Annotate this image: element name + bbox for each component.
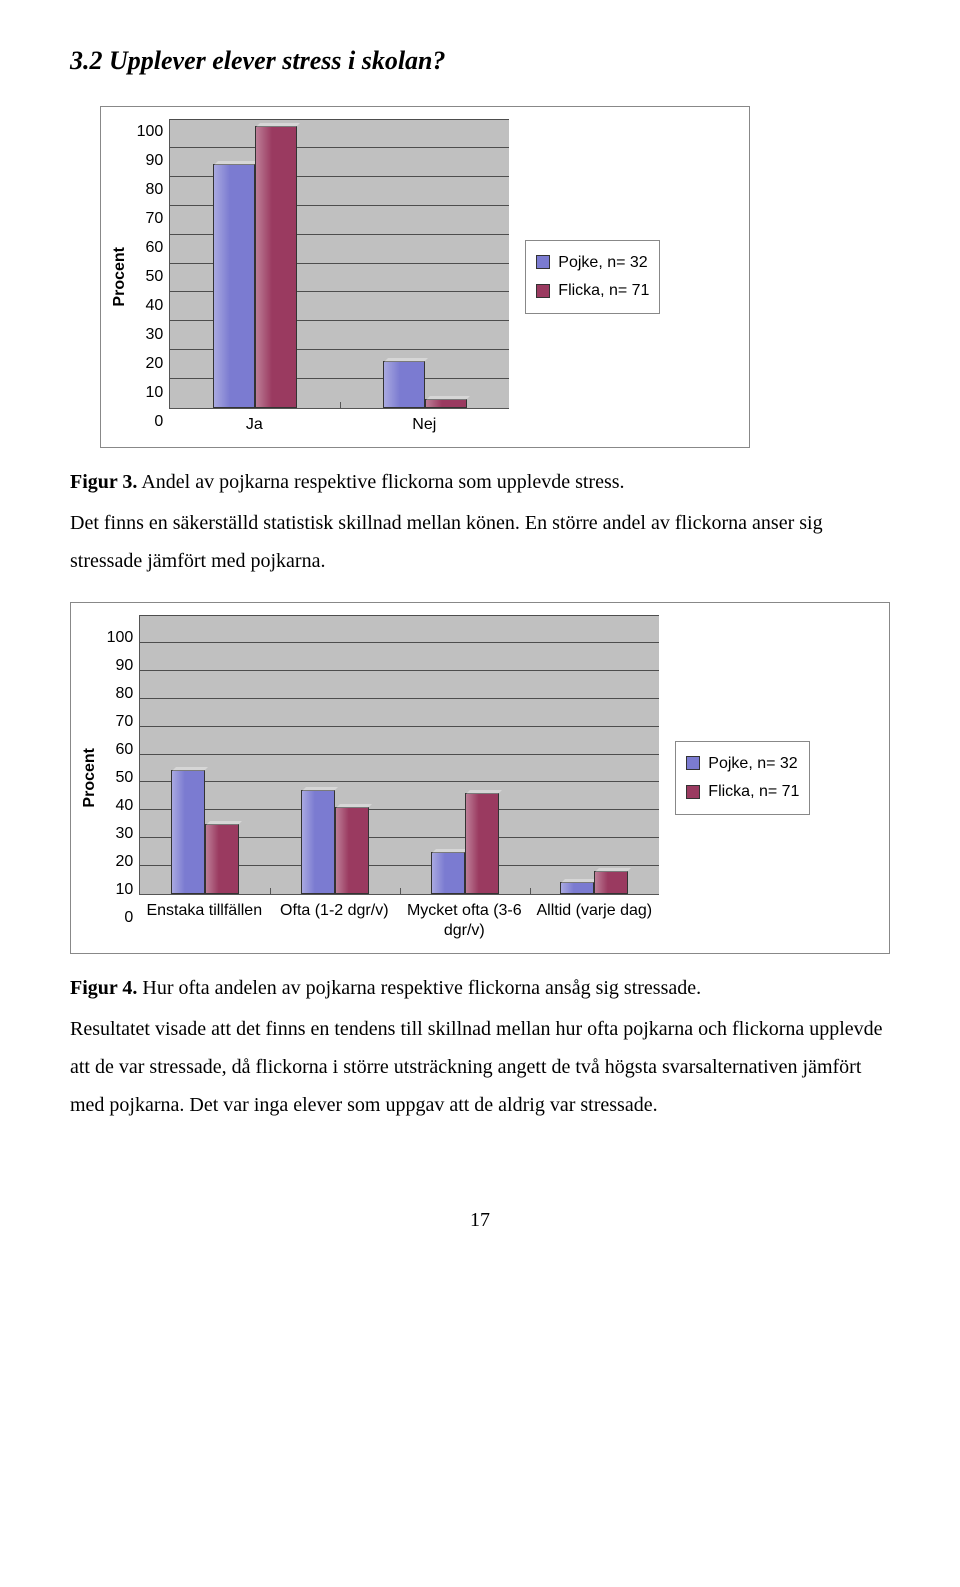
- category-labels: JaNej: [169, 409, 509, 435]
- legend-row: Flicka, n= 71: [686, 779, 799, 805]
- category-label: Mycket ofta (3-6 dgr/v): [399, 895, 529, 941]
- bar-group: [140, 770, 270, 893]
- bar: [383, 361, 425, 407]
- bar-group: [340, 361, 510, 407]
- bar: [425, 399, 467, 408]
- chart-2: Procent1009080706050403020100Enstaka til…: [70, 602, 890, 954]
- paragraph-1: Det finns en säkerställd statistisk skil…: [70, 504, 890, 580]
- legend-row: Pojke, n= 32: [686, 751, 799, 777]
- legend-row: Flicka, n= 71: [536, 278, 649, 304]
- legend-label: Pojke, n= 32: [708, 751, 797, 777]
- bar-group: [170, 126, 340, 407]
- category-label: Alltid (varje dag): [529, 895, 659, 941]
- bar: [594, 871, 628, 893]
- bar: [205, 824, 239, 894]
- figure-3-text: Andel av pojkarna respektive flickorna s…: [137, 471, 624, 493]
- category-label: Ofta (1-2 dgr/v): [269, 895, 399, 941]
- legend-swatch: [686, 756, 700, 770]
- bar: [431, 852, 465, 894]
- legend: Pojke, n= 32Flicka, n= 71: [675, 741, 810, 815]
- page-number: 17: [70, 1204, 890, 1236]
- legend-label: Flicka, n= 71: [708, 779, 799, 805]
- section-heading: 3.2 Upplever elever stress i skolan?: [70, 40, 890, 82]
- legend-swatch: [536, 284, 550, 298]
- plot-area: [139, 615, 659, 895]
- bar: [335, 807, 369, 894]
- figure-3-label: Figur 3.: [70, 471, 137, 493]
- bar: [171, 770, 205, 893]
- legend-swatch: [686, 785, 700, 799]
- figure-3-caption: Figur 3. Andel av pojkarna respektive fl…: [70, 466, 890, 498]
- figure-4-text: Hur ofta andelen av pojkarna respektive …: [137, 977, 701, 999]
- figure-4-label: Figur 4.: [70, 977, 137, 999]
- category-label: Nej: [339, 409, 509, 435]
- category-label: Enstaka tillfällen: [139, 895, 269, 941]
- legend-label: Flicka, n= 71: [558, 278, 649, 304]
- bar: [465, 793, 499, 894]
- legend-swatch: [536, 255, 550, 269]
- bar: [301, 790, 335, 894]
- figure-4-caption: Figur 4. Hur ofta andelen av pojkarna re…: [70, 972, 890, 1004]
- y-ticks: 1009080706050403020100: [137, 132, 170, 422]
- legend: Pojke, n= 32Flicka, n= 71: [525, 240, 660, 314]
- legend-row: Pojke, n= 32: [536, 250, 649, 276]
- paragraph-2: Resultatet visade att det finns en tende…: [70, 1010, 890, 1124]
- y-axis-label: Procent: [77, 748, 103, 808]
- bar: [560, 882, 594, 893]
- plot-area: [169, 119, 509, 409]
- bar: [213, 164, 255, 408]
- bar-group: [400, 793, 530, 894]
- legend-label: Pojke, n= 32: [558, 250, 647, 276]
- chart-1: Procent1009080706050403020100JaNej Pojke,…: [100, 106, 750, 448]
- y-ticks: 1009080706050403020100: [107, 638, 140, 918]
- category-labels: Enstaka tillfällenOfta (1-2 dgr/v)Mycket…: [139, 895, 659, 941]
- bar-group: [530, 871, 660, 893]
- bar: [255, 126, 297, 407]
- y-axis-label: Procent: [107, 247, 133, 307]
- category-label: Ja: [169, 409, 339, 435]
- bar-group: [270, 790, 400, 894]
